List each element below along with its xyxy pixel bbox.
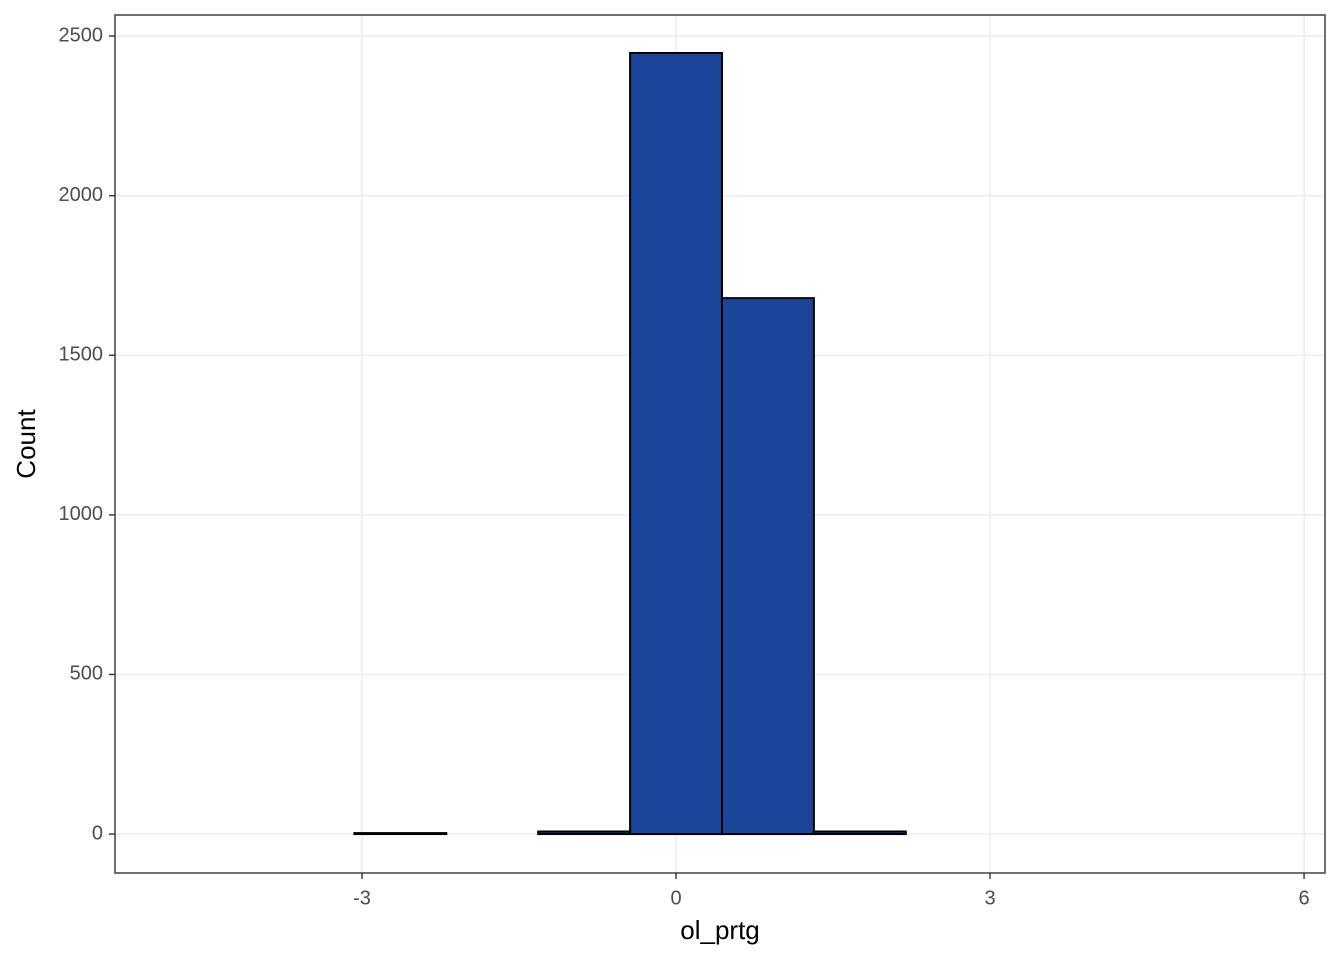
y-axis-title: Count [11, 409, 41, 479]
bar [720, 297, 815, 836]
bar [537, 830, 632, 836]
bar [353, 832, 448, 836]
bar [629, 51, 723, 836]
x-tick-label: 0 [670, 887, 681, 909]
x-axis-title: ol_prtg [680, 915, 760, 945]
y-tick-label: 500 [70, 663, 103, 685]
x-tick-label: -3 [353, 887, 371, 909]
y-tick-label: 2000 [59, 184, 104, 206]
y-tick-label: 1000 [59, 503, 104, 525]
plot-border [114, 14, 1326, 874]
x-tick-label: 3 [984, 887, 995, 909]
bar [812, 830, 907, 836]
x-tick-label: 6 [1299, 887, 1310, 909]
y-tick-label: 1500 [59, 344, 104, 366]
y-tick-label: 0 [92, 822, 103, 844]
y-tick-label: 2500 [59, 24, 104, 46]
